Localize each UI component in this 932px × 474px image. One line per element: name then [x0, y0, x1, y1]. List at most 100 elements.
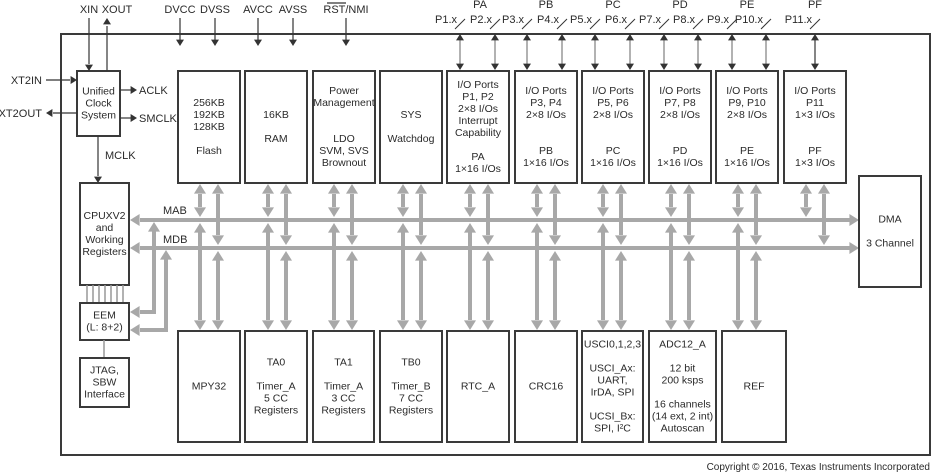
port-label-pe: PE [740, 0, 755, 11]
tb0-block-label: Registers [389, 405, 433, 417]
arrow-down-icon [346, 320, 358, 330]
pin-label-p2-x: P2.x [470, 14, 493, 26]
io-pf-block-label: 1×3 I/Os [795, 109, 835, 121]
arrow-down-icon [415, 235, 427, 245]
arrow-down-icon [811, 63, 819, 70]
arrow-right-icon [849, 214, 859, 226]
adc12-a-block-label: 200 ksps [661, 375, 703, 387]
arrow-down-icon [728, 63, 736, 70]
arrow-down-icon [683, 235, 695, 245]
arrow-down-icon [289, 39, 297, 46]
arrow-down-icon [626, 63, 634, 70]
sys-watchdog-block-label: Watchdog [388, 133, 435, 145]
io-pa-block-label: I/O Ports [457, 79, 498, 91]
arrow-up-icon [762, 34, 770, 41]
ta1-block-label: 3 CC [332, 393, 356, 405]
arrow-down-icon [211, 39, 219, 46]
arrow-down-icon [660, 63, 668, 70]
ref-block: REF [721, 330, 787, 443]
arrow-down-icon [212, 235, 224, 245]
pin-label-p11-x: P11.x [785, 14, 813, 26]
flash-block-label: 256KB [193, 97, 225, 109]
arrow-up-icon [694, 34, 702, 41]
arrow-up-icon [148, 222, 160, 232]
arrow-down-icon [615, 235, 627, 245]
arrow-down-icon [464, 207, 476, 217]
arrow-down-icon [558, 63, 566, 70]
io-pb-block-frame [514, 70, 578, 184]
arrow-down-icon [615, 320, 627, 330]
arrow-up-icon [811, 34, 819, 41]
mpy32-block: MPY32 [177, 330, 241, 443]
dma-block-label: DMA [878, 214, 901, 226]
eem-mdb-link [140, 258, 168, 332]
arrow-left-icon [130, 306, 140, 318]
flash-block-label: Flash [196, 145, 222, 157]
flash-block-frame [177, 70, 241, 184]
arrow-down-icon [262, 207, 274, 217]
unified-clock-system-frame [76, 70, 121, 137]
arrow-down-icon [665, 207, 677, 217]
arrow-down-icon [94, 176, 102, 183]
arrow-right-icon [849, 242, 859, 254]
arrow-down-icon [280, 235, 292, 245]
arrow-down-icon [491, 63, 499, 70]
bus-slash-icon [658, 18, 670, 30]
io-pd-block-label: I/O Ports [659, 85, 700, 97]
arrow-up-icon [194, 184, 206, 194]
flash-block-label: 192KB [193, 109, 225, 121]
arrow-up-icon [415, 251, 427, 261]
arrow-down-icon [531, 207, 543, 217]
pin-label-p9-x: P9.x [707, 14, 730, 26]
adc12-a-block-label: ADC12_A [659, 339, 706, 351]
io-pc-block-label: 2×8 I/Os [593, 109, 633, 121]
pin-label-avcc: AVCC [243, 4, 273, 16]
arrow-up-icon [683, 251, 695, 261]
ram-block-frame [244, 70, 308, 184]
pin-label-xin: XIN [80, 4, 98, 16]
arrow-up-icon [660, 34, 668, 41]
cpuxv2-block-label: and [96, 222, 114, 234]
bus-slash-icon [624, 18, 636, 30]
pin-label-p5-x: P5.x [570, 14, 593, 26]
arrow-down-icon [597, 320, 609, 330]
arrow-down-icon [280, 320, 292, 330]
io-pa-block-label: Interrupt [458, 115, 497, 127]
pin-label-dvss: DVSS [200, 4, 230, 16]
arrow-up-icon [626, 34, 634, 41]
port-label-pd: PD [672, 0, 687, 11]
arrow-right-icon [70, 76, 77, 84]
tb0-block-label: Timer_B [391, 381, 430, 393]
unified-clock-system-label: System [81, 110, 116, 122]
pin-label-p3-x: P3.x [502, 14, 525, 26]
arrow-up-icon [397, 184, 409, 194]
ram-block-label: 16KB [263, 109, 289, 121]
bus-slash-icon [521, 18, 533, 30]
arrow-up-icon [615, 184, 627, 194]
jtag-sbw-block-label: Interface [84, 389, 125, 401]
ram-block-label: RAM [264, 133, 287, 145]
ref-block-frame [721, 330, 787, 443]
usci-block-frame [581, 330, 644, 443]
arrow-left-icon [130, 242, 140, 254]
arrow-down-icon [549, 235, 561, 245]
ta1-block-label: TA1 [334, 357, 353, 369]
io-pc-block-label: 1×16 I/Os [590, 157, 636, 169]
arrow-down-icon [482, 235, 494, 245]
arrow-down-icon [415, 320, 427, 330]
arrow-down-icon [732, 207, 744, 217]
device-outline [60, 33, 931, 456]
arrow-down-icon [464, 320, 476, 330]
adc12-a-block-frame [648, 330, 717, 443]
arrow-down-icon [194, 207, 206, 217]
pin-label-xt2out: XT2OUT [0, 108, 42, 120]
io-pa-block-label: Capability [455, 127, 502, 139]
arrow-up-icon [523, 34, 531, 41]
bus-slash-icon [556, 18, 568, 30]
